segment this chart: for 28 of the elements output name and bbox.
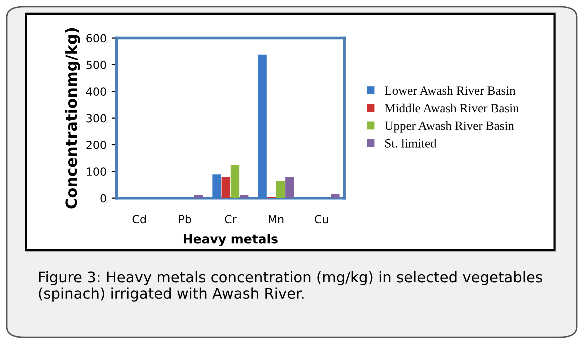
bar [194,195,204,198]
legend-label: Upper Awash River Basin [384,121,514,133]
y-tick-label: 200 [86,140,106,150]
y-tick-label: 500 [86,60,106,70]
bar [212,174,222,198]
x-tick-label: Mn [269,215,284,224]
bar [222,177,230,198]
y-axis-title: Concentrationmg/kg) [65,28,80,209]
legend-label: St. limited [386,139,437,148]
bar [286,177,294,198]
y-tick-label: 0 [100,194,106,203]
y-tick-label: 100 [87,168,106,176]
y-tick-label: 300 [86,114,106,123]
x-tick-label: Pb [179,215,192,224]
x-tick-label: Cu [315,215,328,224]
x-tick-label: Cr [225,215,237,224]
bar [276,181,286,198]
bar [258,54,267,198]
legend-label: Lower Awash River Basin [385,86,516,96]
x-tick-label: Cd [132,215,146,224]
caption: Figure 3: Heavy metals concentration (mg/kg) in selected vegetables (spinach) irrigated with Awash River. [39,271,542,302]
y-tick-label: 600 [86,34,106,43]
x-axis-title: Heavy metals [184,234,278,246]
bar [240,195,249,198]
bar [331,194,340,198]
bar [230,165,240,198]
y-tick-label: 400 [86,88,106,96]
legend-label: Middle Awash River Basin [385,104,520,113]
